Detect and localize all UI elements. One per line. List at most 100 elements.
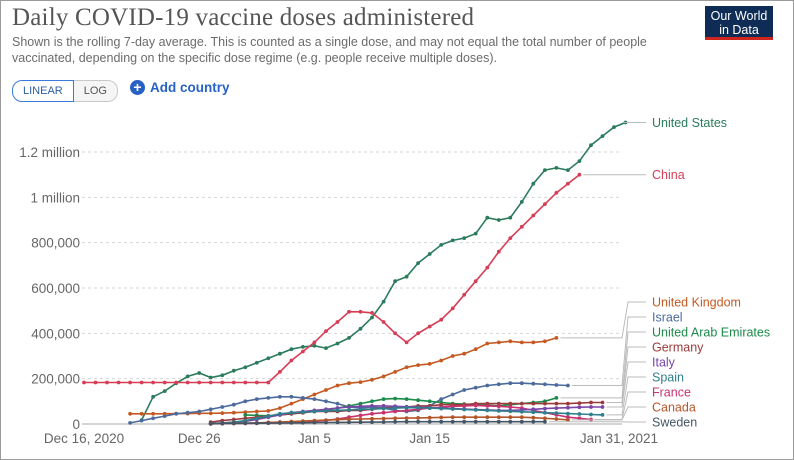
data-point: [289, 401, 294, 406]
series-line-china: [84, 174, 580, 384]
data-point: [370, 411, 374, 416]
data-point: [496, 409, 501, 413]
data-point: [589, 405, 593, 409]
y-tick-label: 600,000: [31, 281, 80, 296]
data-point: [450, 238, 455, 243]
series-line-sweden: [210, 420, 545, 425]
series-line-united-kingdom: [130, 337, 557, 415]
data-point: [450, 392, 455, 397]
legend-connector: [560, 301, 646, 339]
data-point: [128, 421, 133, 425]
data-point: [508, 401, 513, 406]
data-point: [358, 309, 363, 314]
data-point: [519, 200, 524, 204]
data-point: [197, 380, 202, 385]
log-scale-button[interactable]: LOG: [73, 80, 118, 102]
data-point: [335, 417, 340, 422]
data-point: [543, 401, 547, 406]
data-point: [185, 410, 190, 415]
data-point: [577, 159, 582, 164]
data-point: [508, 236, 513, 241]
data-point: [208, 411, 213, 416]
data-point: [462, 388, 467, 392]
owid-logo[interactable]: Our World in Data: [705, 6, 773, 40]
data-point: [531, 340, 536, 345]
data-point: [439, 358, 444, 363]
data-point: [554, 336, 559, 340]
data-point: [324, 409, 328, 413]
data-point: [531, 407, 536, 412]
data-point: [358, 407, 363, 412]
data-point: [231, 410, 236, 415]
data-point: [566, 401, 570, 406]
data-point: [370, 420, 374, 424]
data-point: [566, 383, 570, 388]
data-point: [531, 181, 536, 186]
data-point: [485, 408, 490, 413]
data-point: [243, 365, 248, 370]
data-point: [439, 406, 444, 411]
data-point: [358, 326, 363, 331]
data-point: [566, 411, 570, 416]
data-point: [554, 406, 559, 410]
data-point: [347, 381, 351, 386]
data-point: [370, 407, 374, 411]
data-point: [243, 399, 248, 404]
data-point: [335, 341, 340, 346]
data-point: [370, 315, 374, 320]
data-point: [393, 406, 397, 410]
data-point: [162, 380, 167, 385]
data-point: [508, 409, 513, 414]
data-point: [485, 383, 490, 388]
data-point: [301, 420, 305, 425]
add-country-button[interactable]: + Add country: [130, 80, 230, 95]
x-tick-label: Jan 31, 2021: [580, 431, 658, 446]
data-point: [301, 349, 305, 354]
data-point: [266, 421, 271, 425]
data-point: [496, 249, 501, 254]
data-point: [301, 396, 305, 400]
data-point: [266, 414, 271, 418]
data-point: [358, 413, 363, 418]
linear-scale-button[interactable]: LINEAR: [12, 80, 74, 102]
plus-circle-icon: +: [130, 80, 145, 95]
data-point: [254, 380, 259, 385]
data-point: [312, 420, 317, 425]
scale-toggle: LINEAR LOG: [12, 80, 118, 102]
data-point: [324, 388, 328, 392]
data-point: [381, 416, 386, 421]
data-point: [266, 380, 271, 385]
data-point: [566, 168, 570, 173]
x-tick-label: Dec 16, 2020: [44, 431, 124, 446]
data-point: [416, 398, 420, 403]
data-point: [220, 373, 225, 378]
data-point: [519, 340, 524, 345]
data-point: [335, 401, 340, 406]
data-point: [462, 236, 467, 241]
data-point: [289, 347, 294, 352]
data-point: [508, 419, 513, 424]
data-point: [473, 279, 478, 284]
data-point: [381, 374, 386, 379]
data-point: [393, 279, 397, 284]
data-point: [278, 370, 282, 374]
data-point: [370, 311, 374, 315]
data-point: [416, 331, 420, 336]
data-point: [151, 416, 156, 421]
data-point: [519, 401, 524, 406]
data-point: [543, 382, 547, 387]
data-point: [393, 409, 397, 414]
data-point: [289, 410, 294, 415]
data-point: [370, 416, 374, 421]
data-point: [151, 394, 156, 399]
data-point: [577, 172, 582, 177]
data-point: [473, 408, 478, 412]
legend-label: United Kingdom: [652, 296, 741, 310]
logo-line-2: in Data: [719, 23, 759, 37]
data-point: [485, 215, 490, 220]
data-point: [508, 381, 513, 386]
data-point: [358, 404, 363, 409]
data-point: [485, 419, 490, 424]
data-point: [289, 358, 294, 363]
data-point: [116, 380, 121, 385]
